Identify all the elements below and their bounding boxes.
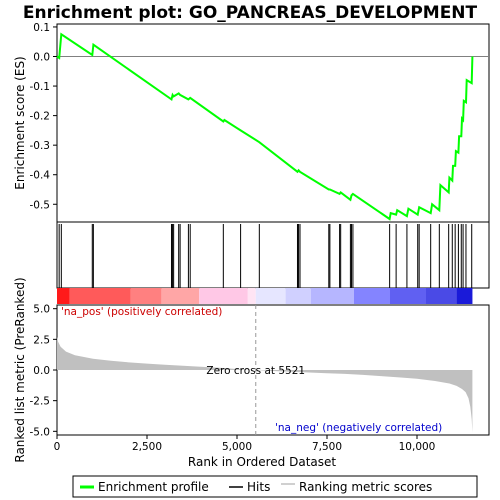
- chart-title: Enrichment plot: GO_PANCREAS_DEVELOPMENT: [23, 3, 478, 23]
- metric-y-tick-label: 2.5: [33, 334, 50, 346]
- es-y-tick-label: -0.2: [30, 111, 51, 123]
- rank-bar-segment: [285, 288, 311, 304]
- rank-bar-segment: [57, 288, 70, 304]
- legend-metric-label: Ranking metric scores: [299, 480, 432, 494]
- x-tick-label: 0: [54, 441, 61, 453]
- es-y-tick-label: -0.5: [30, 199, 51, 211]
- metric-y-tick-label: 0.0: [33, 365, 50, 377]
- zero-cross-label: Zero cross at 5521: [206, 365, 305, 377]
- legend-enrichment-label: Enrichment profile: [98, 480, 209, 494]
- metric-y-tick-label: 5.0: [33, 304, 50, 316]
- es-y-tick-label: -0.1: [30, 81, 51, 93]
- x-tick-label: 7,500: [312, 441, 342, 453]
- legend-box: [72, 475, 478, 498]
- es-y-tick-label: 0.0: [33, 52, 50, 64]
- metric-y-axis-label: Ranked list metric (PreRanked): [13, 277, 27, 462]
- rank-color-bar: [57, 288, 473, 304]
- x-tick-label: 10,000: [399, 441, 436, 453]
- rank-bar-segment: [247, 288, 256, 304]
- x-axis: 0 2,500 5,000 7,500 10,000: [54, 435, 436, 453]
- x-tick-label: 5,000: [222, 441, 252, 453]
- es-y-axis-label: Enrichment score (ES): [13, 56, 27, 189]
- rank-bar-segment: [69, 288, 131, 304]
- legend: Enrichment profile Hits Ranking metric s…: [72, 475, 478, 498]
- positive-correlation-label: 'na_pos' (positively correlated): [61, 306, 222, 318]
- es-panel: 0.1 0.0 -0.1 -0.2 -0.3 -0.4 -0.5: [30, 22, 490, 223]
- es-y-tick-label: -0.4: [30, 170, 51, 182]
- rank-bar-segment: [426, 288, 457, 304]
- metric-panel: 5.0 2.5 0.0 -2.5 -5.0 'na_pos' (positively c…: [30, 304, 490, 438]
- rank-bar-segment: [199, 288, 248, 304]
- negative-correlation-label: 'na_neg' (negatively correlated): [275, 422, 442, 434]
- es-y-tick-label: -0.3: [30, 140, 51, 152]
- x-tick-label: 2,500: [132, 441, 162, 453]
- rank-bar-segment: [130, 288, 162, 304]
- rank-bar-segment: [161, 288, 200, 304]
- rank-bar-segment: [390, 288, 426, 304]
- hits-frame: [56, 221, 490, 289]
- enrichment-profile-line: [56, 32, 474, 221]
- rank-bar-segment: [456, 288, 473, 304]
- rank-bar-segment: [310, 288, 354, 304]
- rank-bar-segment: [255, 288, 286, 304]
- hits-panel: [56, 221, 490, 289]
- legend-hits-label: Hits: [247, 480, 270, 494]
- metric-y-tick-label: -2.5: [30, 396, 51, 408]
- metric-y-tick-label: -5.0: [30, 426, 51, 438]
- rank-bar-segment: [354, 288, 390, 304]
- x-axis-label: Rank in Ordered Dataset: [188, 455, 336, 469]
- es-plot-frame: [56, 23, 490, 223]
- es-y-tick-label: 0.1: [33, 22, 50, 34]
